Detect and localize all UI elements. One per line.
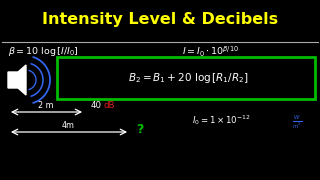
Text: dB: dB	[103, 101, 115, 110]
Text: $I = I_0 \cdot 10^{\beta/10}$: $I = I_0 \cdot 10^{\beta/10}$	[182, 45, 239, 59]
Text: $\beta = 10\ \log\left[I/I_0\right]$: $\beta = 10\ \log\left[I/I_0\right]$	[8, 46, 79, 58]
Text: ?: ?	[136, 123, 143, 136]
Text: $\frac{W}{m^2}$: $\frac{W}{m^2}$	[292, 113, 302, 130]
Text: 40: 40	[91, 101, 102, 110]
Text: 4m: 4m	[61, 121, 75, 130]
Text: Intensity Level & Decibels: Intensity Level & Decibels	[42, 12, 278, 27]
Text: $B_2 = B_1 + 20\ \log\left[R_1/R_2\right]$: $B_2 = B_1 + 20\ \log\left[R_1/R_2\right…	[128, 71, 248, 85]
Text: $I_0 = 1\times10^{-12}$: $I_0 = 1\times10^{-12}$	[192, 113, 251, 127]
Polygon shape	[8, 65, 26, 95]
Text: 2 m: 2 m	[38, 101, 54, 110]
